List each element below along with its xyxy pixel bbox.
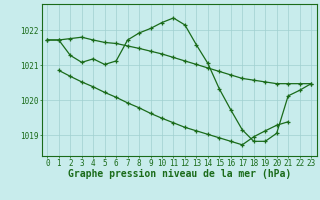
X-axis label: Graphe pression niveau de la mer (hPa): Graphe pression niveau de la mer (hPa)	[68, 169, 291, 179]
